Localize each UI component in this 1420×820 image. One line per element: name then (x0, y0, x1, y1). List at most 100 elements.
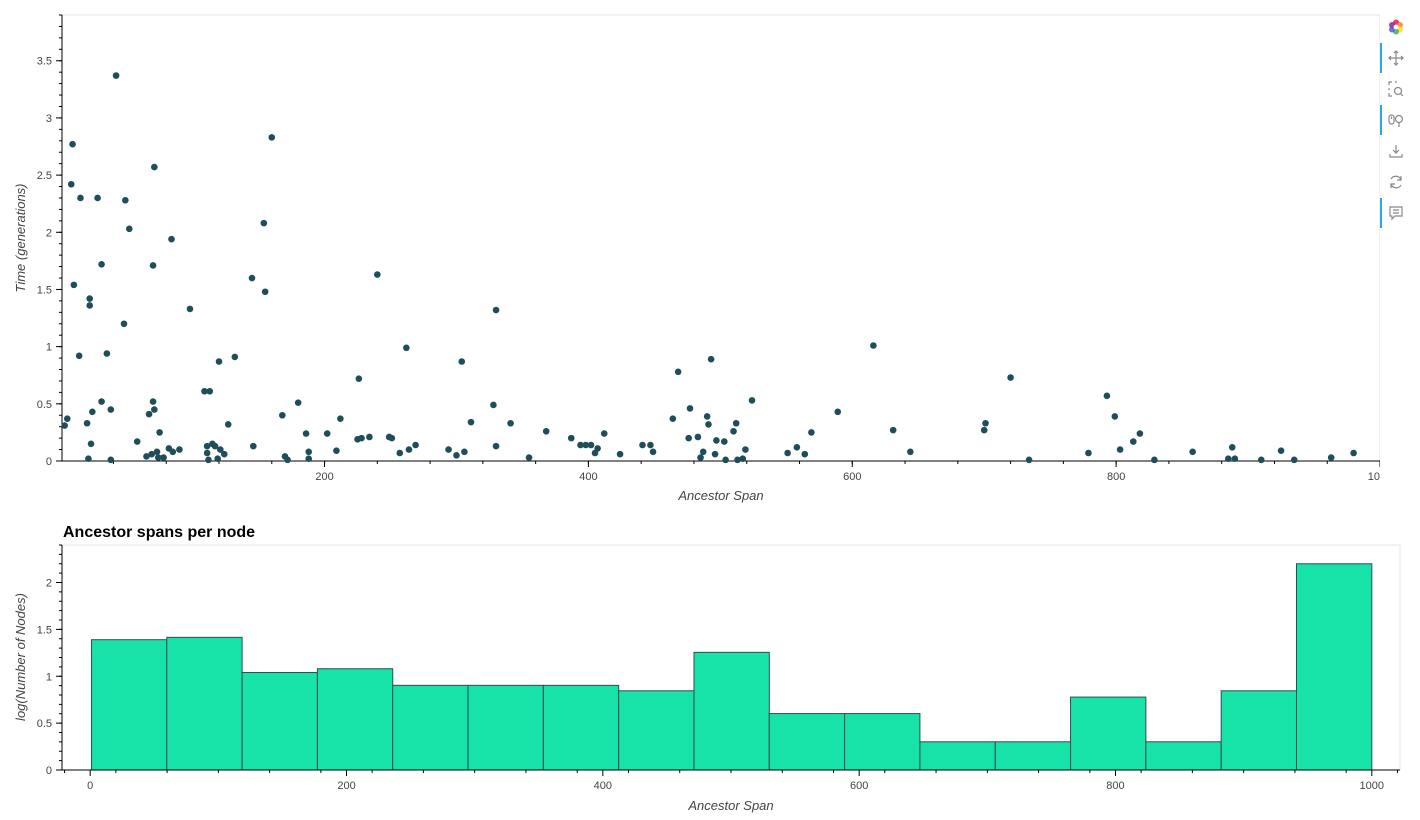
histogram-bar (1070, 696, 1147, 771)
scatter-point (388, 434, 396, 442)
scatter-point (647, 441, 654, 449)
scatter-point (224, 421, 232, 428)
scatter-point (396, 449, 404, 457)
scatter-point (730, 427, 737, 435)
histogram-y-tick-label: 1.5 (37, 624, 52, 636)
scatter-point (639, 441, 646, 449)
scatter-point (732, 419, 740, 427)
scatter-point (70, 281, 78, 289)
scatter-point (567, 434, 575, 442)
reset-tool-button[interactable] (1381, 167, 1411, 197)
save-icon (1389, 145, 1403, 158)
histogram-x-tick-label: 800 (1106, 780, 1124, 792)
scatter-point (260, 219, 268, 227)
hover-icon (1389, 206, 1403, 221)
histogram-y-tick-label: 0.5 (37, 718, 52, 730)
scatter-point (103, 350, 111, 357)
scatter-point (711, 450, 719, 458)
scatter-point (793, 443, 801, 451)
scatter-point (366, 433, 373, 441)
scatter-point (149, 398, 157, 405)
wheel-zoom-tool-button[interactable] (1380, 105, 1411, 135)
scatter-point (323, 430, 331, 437)
save-tool-button[interactable] (1381, 136, 1411, 166)
scatter-point (669, 415, 677, 422)
histogram-x-tick-label: 0 (87, 780, 93, 792)
scatter-points (61, 72, 1357, 464)
scatter-y-tick-label: 1 (46, 342, 52, 354)
scatter-point (705, 421, 712, 428)
scatter-point (337, 415, 344, 422)
scatter-y-tick-label: 0.5 (37, 399, 52, 411)
scatter-x-tick-label: 600 (843, 471, 861, 483)
scatter-point (268, 134, 276, 141)
scatter-point (86, 295, 94, 302)
histogram-bar (166, 636, 243, 771)
scatter-point (231, 353, 239, 361)
scatter-point (294, 399, 302, 406)
scatter-point (525, 454, 533, 461)
scatter-point (98, 261, 105, 268)
histogram-x-tick-label: 400 (594, 780, 612, 792)
scatter-point (542, 427, 550, 435)
histogram-title: Ancestor spans per node (63, 524, 255, 541)
scatter-point (133, 438, 141, 445)
scatter-plot[interactable]: 0 0.5 1 1.5 2 2.5 3 3.5 200 400 600 800 1000 Ancesto… (0, 0, 1380, 512)
scatter-point (333, 447, 340, 455)
scatter-point (492, 442, 500, 450)
scatter-point (808, 429, 815, 436)
scatter-point (1136, 430, 1144, 437)
scatter-point (86, 302, 94, 309)
scatter-point (707, 355, 715, 363)
scatter-y-tick-label: 2 (46, 227, 52, 239)
scatter-point (739, 455, 747, 463)
scatter-point (284, 456, 291, 464)
scatter-point (490, 401, 497, 409)
histogram-axes: 0 0.5 1 1.5 2 0 200 400 600 800 1000 (37, 544, 1400, 792)
histogram-plot[interactable]: Ancestor spans per node 0 0.5 1 1.5 2 0 200 400… (0, 512, 1420, 820)
scatter-point (279, 411, 286, 419)
scatter-point (156, 429, 163, 436)
scatter-point (358, 434, 365, 442)
scatter-point (907, 448, 914, 456)
scatter-point (89, 408, 96, 416)
scatter-point (577, 441, 584, 449)
scatter-point (582, 441, 590, 449)
scatter-point (1350, 449, 1357, 457)
scatter-point (215, 358, 223, 365)
histogram-bar (467, 684, 544, 771)
scatter-point (67, 180, 75, 188)
scatter-point (220, 450, 228, 458)
pan-tool-button[interactable] (1380, 43, 1411, 73)
scatter-y-tick-label: 3.5 (37, 56, 52, 68)
scatter-point (168, 235, 175, 243)
scatter-point (211, 442, 219, 450)
histogram-bar (618, 690, 695, 771)
scatter-point (674, 368, 682, 376)
scatter-point (305, 448, 313, 456)
histogram-bars (61, 544, 1401, 771)
histogram-x-tick-label: 600 (850, 780, 868, 792)
histogram-x-tick-label: 200 (337, 780, 355, 792)
scatter-point (155, 454, 162, 461)
scatter-point (982, 419, 989, 427)
scatter-point (1129, 438, 1137, 445)
pan-icon (1388, 50, 1404, 66)
scatter-point (405, 446, 413, 453)
bokeh-logo[interactable] (1381, 12, 1411, 42)
scatter-point (492, 306, 500, 314)
scatter-point (149, 262, 157, 269)
hover-tool-button[interactable] (1380, 198, 1411, 228)
scatter-point (685, 434, 692, 442)
scatter-point (742, 446, 749, 453)
scatter-point (1290, 456, 1298, 464)
scatter-point (507, 419, 514, 427)
scatter-point (1151, 456, 1158, 464)
box-zoom-tool-button[interactable] (1381, 74, 1411, 104)
scatter-point (587, 441, 595, 449)
histogram-bar (1145, 741, 1222, 771)
scatter-point (980, 426, 988, 434)
scatter-point (600, 430, 608, 437)
scatter-point (145, 410, 153, 418)
scatter-point (203, 442, 211, 450)
